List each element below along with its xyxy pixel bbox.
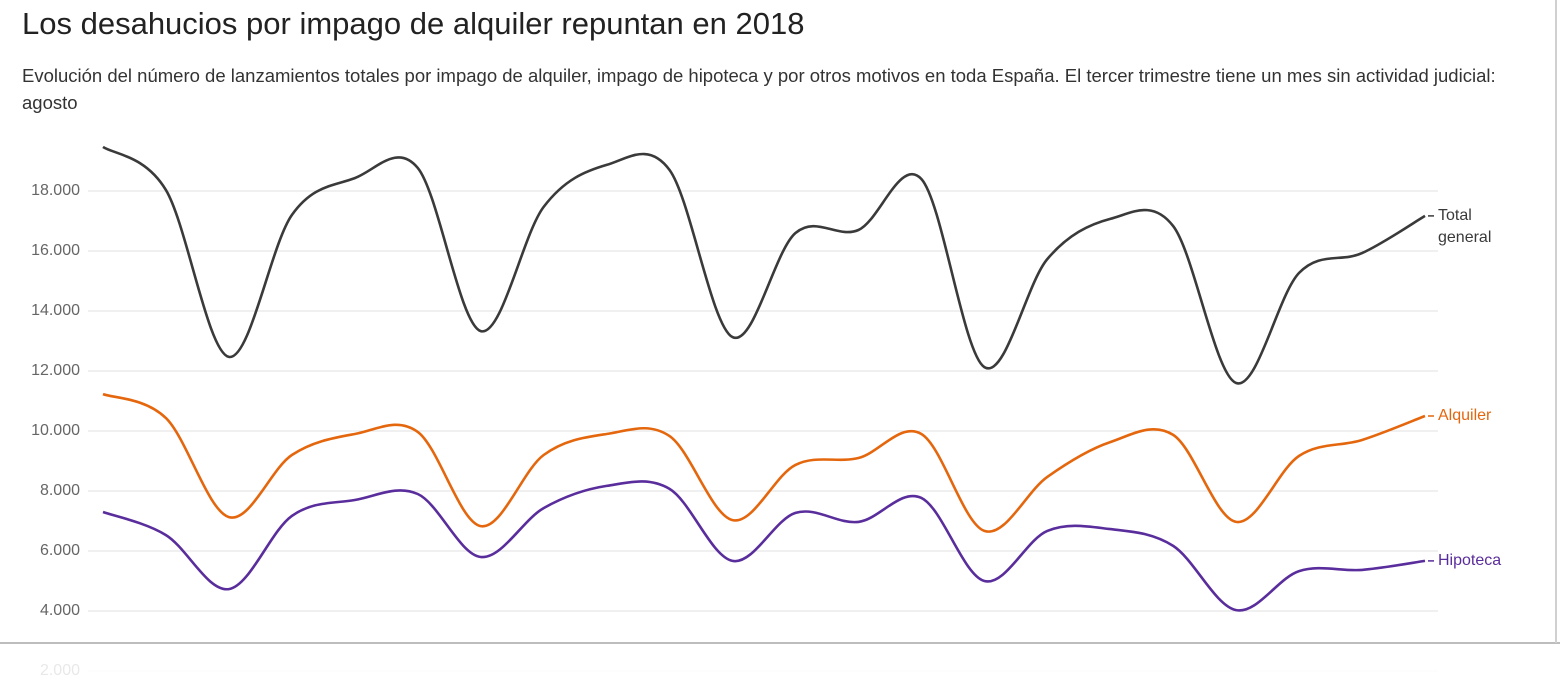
- series-line: [102, 145, 1426, 385]
- series-line: [102, 480, 1426, 612]
- y-tick-label: 18.000: [31, 182, 80, 199]
- series-label: Alquiler: [1438, 407, 1492, 424]
- chart-title: Los desahucios por impago de alquiler re…: [22, 6, 805, 41]
- y-tick-label: 12.000: [31, 362, 80, 379]
- series-label: Total general: [1438, 206, 1492, 246]
- y-tick-label: 14.000: [31, 302, 80, 319]
- y-tick-label: 4.000: [40, 602, 80, 619]
- series-label: Hipoteca: [1438, 551, 1502, 569]
- y-tick-label: 8.000: [40, 482, 80, 499]
- y-tick-label: 10.000: [31, 422, 80, 439]
- chart-subtitle: Evolución del número de lanzamientos tot…: [22, 65, 1496, 113]
- y-tick-label: 16.000: [31, 242, 80, 259]
- y-tick-label: 6.000: [40, 542, 80, 559]
- fade-overlay: [0, 643, 1560, 682]
- series-line: [102, 392, 1426, 533]
